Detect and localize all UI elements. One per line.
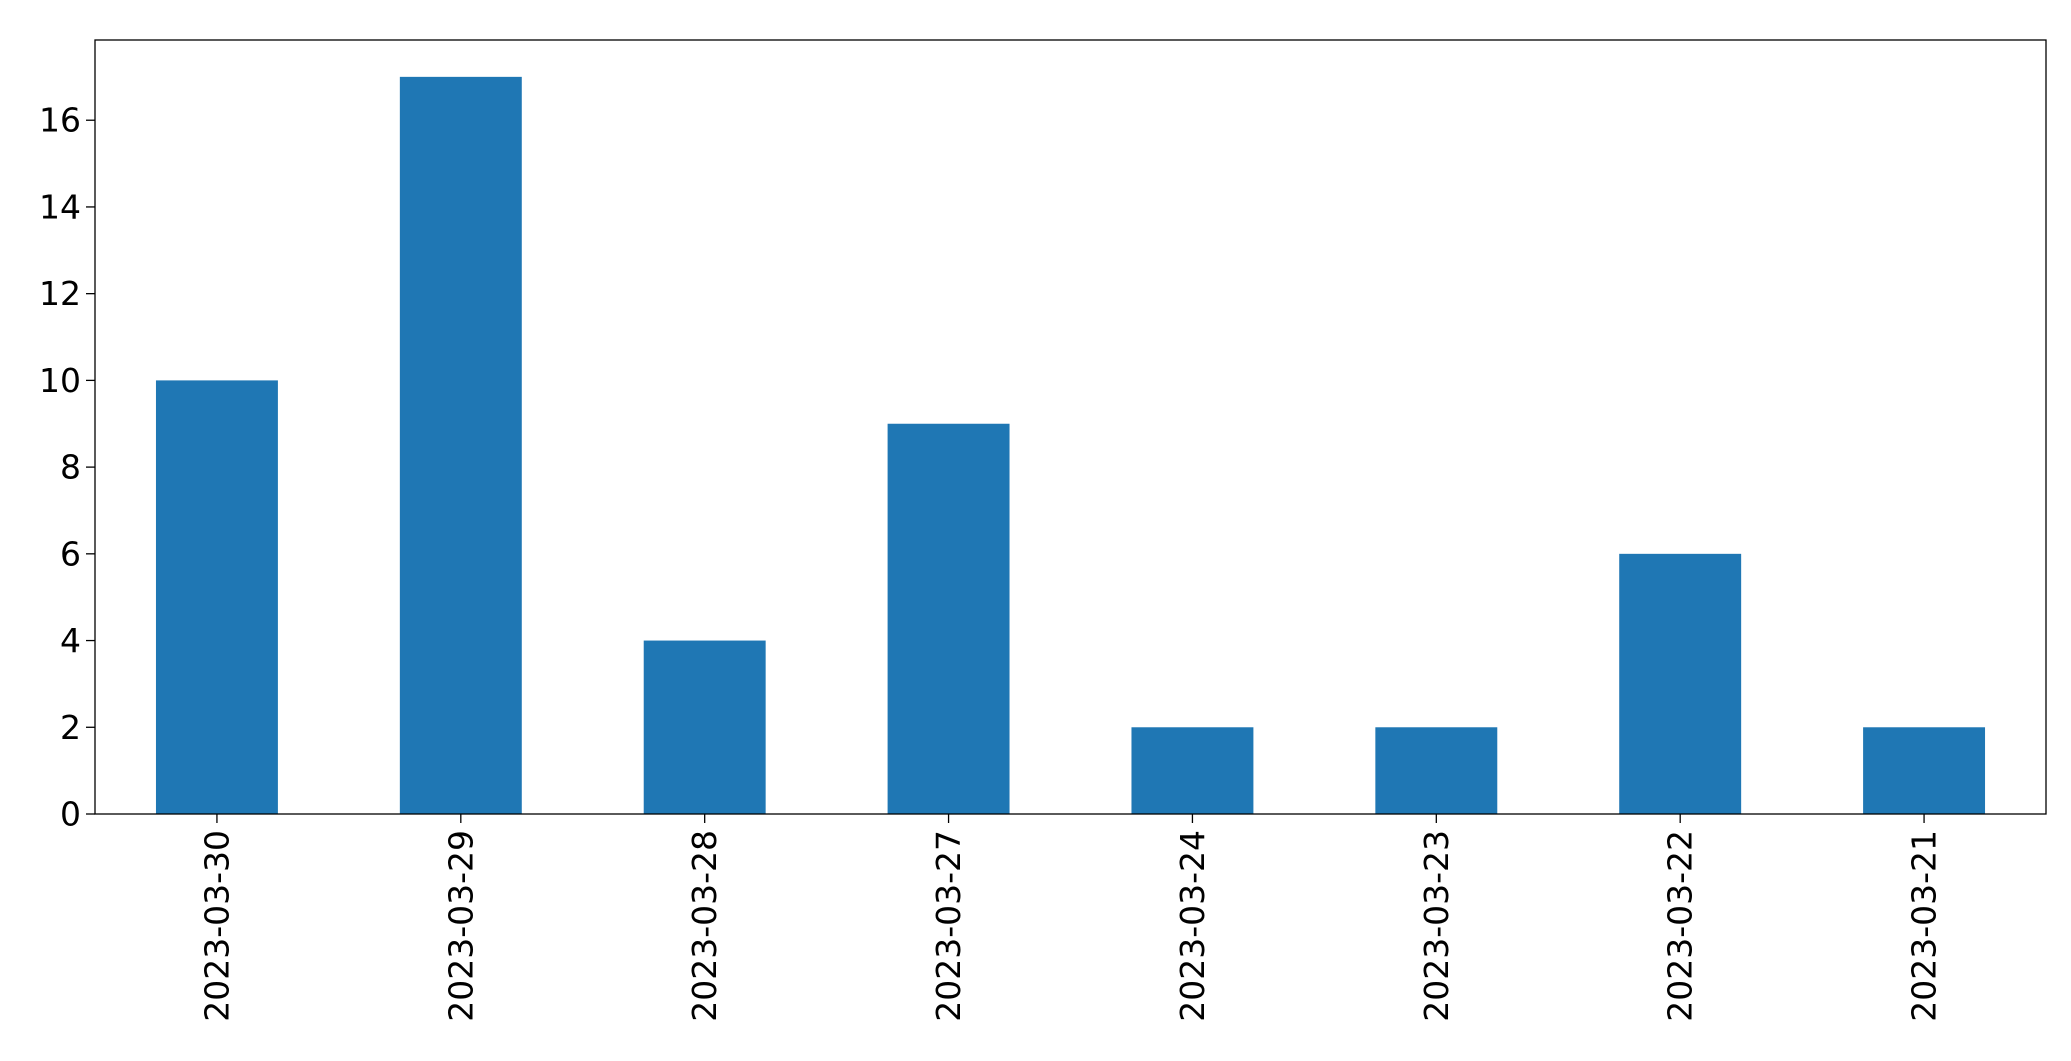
x-tick-label: 2023-03-24	[1173, 830, 1212, 1022]
bar-2023-03-27	[887, 423, 1010, 814]
y-axis: 0 2 4 6 8 10 12 14 16	[39, 101, 95, 834]
y-tick-label: 14	[39, 187, 81, 226]
bar-2023-03-21	[1863, 727, 1986, 814]
x-tick-label: 2023-03-23	[1417, 830, 1456, 1022]
y-tick-label: 4	[60, 621, 81, 660]
bar-2023-03-28	[643, 640, 766, 814]
y-tick-label: 2	[60, 708, 81, 747]
x-tick-label: 2023-03-22	[1661, 830, 1700, 1022]
x-tick-label: 2023-03-27	[929, 830, 968, 1022]
y-tick-label: 16	[39, 101, 81, 140]
x-tick-label: 2023-03-29	[441, 830, 480, 1022]
plot-frame	[94, 39, 2047, 815]
x-tick-label: 2023-03-30	[197, 830, 236, 1022]
x-tick-label: 2023-03-21	[1905, 830, 1944, 1022]
y-tick-label: 10	[39, 361, 81, 400]
bars-group	[155, 76, 1986, 815]
y-tick-label: 12	[39, 274, 81, 313]
bar-2023-03-29	[399, 76, 522, 815]
bar-2023-03-22	[1619, 553, 1742, 814]
y-tick-label: 8	[60, 448, 81, 487]
y-tick-label: 0	[60, 795, 81, 834]
bar-2023-03-23	[1375, 727, 1498, 814]
x-tick-label: 2023-03-28	[685, 830, 724, 1022]
bar-2023-03-30	[155, 380, 278, 814]
y-tick-label: 6	[60, 534, 81, 573]
bar-2023-03-24	[1131, 727, 1254, 814]
x-axis: 2023-03-30 2023-03-29 2023-03-28 2023-03-27…	[197, 814, 1944, 1022]
